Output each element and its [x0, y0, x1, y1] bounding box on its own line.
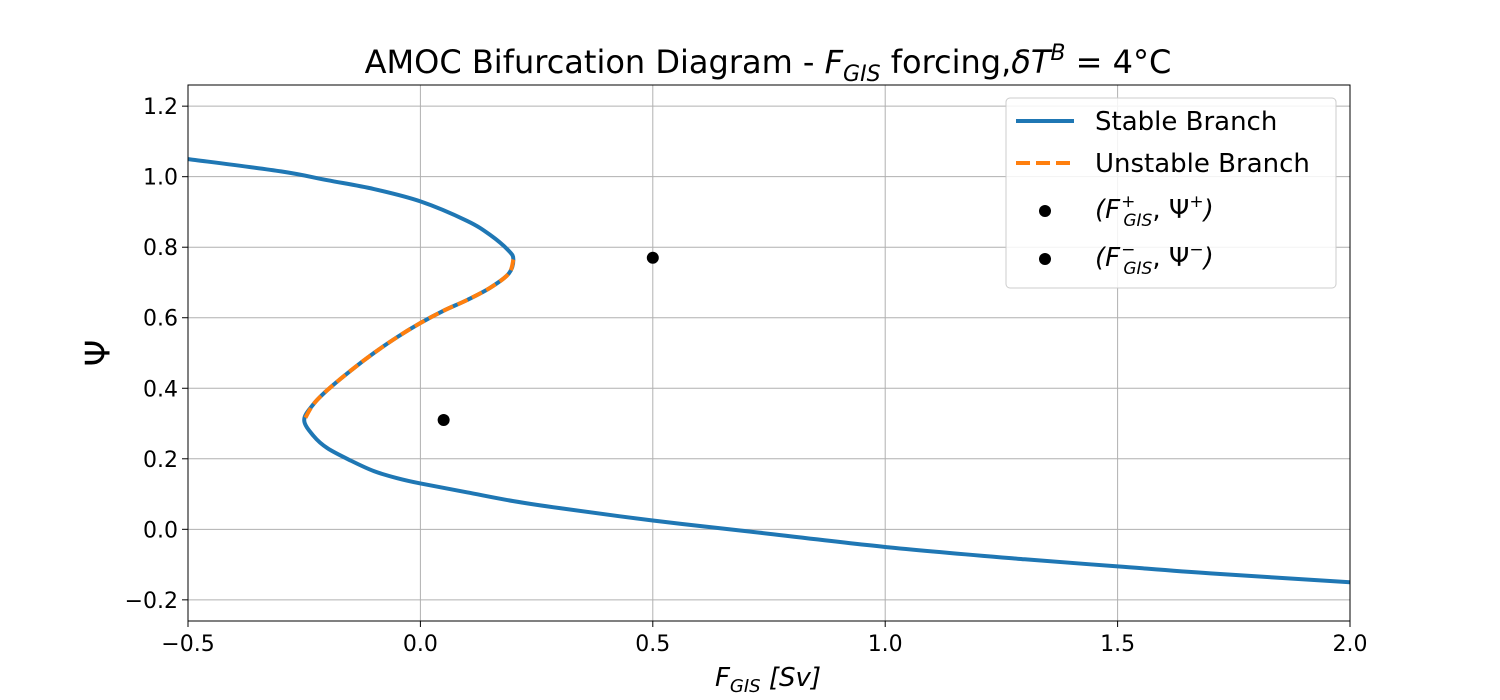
legend-box — [1005, 97, 1337, 289]
xlabel-sub: GIS — [730, 676, 761, 697]
legend-point-minus-label: (F− GIS, Ψ−) — [1095, 240, 1214, 279]
x-tick-label: 0.0 — [403, 632, 438, 657]
x-axis-label: FGIS [Sv] — [715, 663, 821, 697]
x-tick-label: 2.0 — [1333, 632, 1368, 657]
legend-stable-label: Stable Branch — [1095, 107, 1277, 137]
y-tick-label: 1.0 — [143, 166, 178, 191]
title-var-sub: GIS — [843, 62, 881, 87]
y-tick-label: −0.2 — [125, 589, 178, 614]
unstable-branch-line — [302, 258, 516, 422]
legend: Stable Branch Unstable Branch (F+ GIS, Ψ+… — [1005, 97, 1337, 289]
title-equals: = 4°C — [1066, 43, 1172, 81]
points-layer — [437, 251, 659, 426]
chart-title: AMOC Bifurcation Diagram - FGIS forcing,… — [365, 41, 1172, 87]
title-var: F — [825, 43, 844, 81]
plot-frame — [187, 84, 1351, 622]
title-delta: δ — [1011, 43, 1031, 81]
xlabel-var: F — [715, 663, 731, 693]
legend-point-plus-label: (F+ GIS, Ψ+) — [1095, 192, 1214, 231]
legend-minus-psi-sup: − — [1189, 240, 1203, 260]
title-prefix: AMOC Bifurcation Diagram - — [365, 43, 825, 81]
legend-unstable-label: Unstable Branch — [1095, 149, 1310, 179]
y-tick-label: 1.2 — [143, 95, 178, 120]
point-plus-marker — [646, 251, 659, 264]
ticks-layer: −0.5 0.0 0.5 1.0 1.5 2.0 −0.2 0.0 0.2 0.4 0.6 0.8 1.… — [125, 95, 1368, 657]
y-tick-label: 0.4 — [143, 377, 178, 402]
title-middle: forcing, — [881, 43, 1012, 81]
legend-plus-psi-sup: + — [1189, 192, 1203, 212]
legend-plus-var: F — [1105, 195, 1121, 225]
x-tick-label: 1.5 — [1100, 632, 1135, 657]
series-layer — [188, 157, 1350, 585]
legend-point-plus-marker — [1039, 205, 1051, 217]
x-tick-label: 1.0 — [868, 632, 903, 657]
y-tick-label: 0.0 — [143, 518, 178, 543]
title-t: T — [1031, 43, 1053, 81]
y-tick-label: 0.6 — [143, 307, 178, 332]
legend-point-minus-marker — [1039, 253, 1051, 265]
title-t-sup: B — [1050, 41, 1065, 66]
y-axis-label: Ψ — [79, 340, 119, 367]
legend-plus-sup: + — [1121, 192, 1135, 212]
point-minus-marker — [437, 414, 450, 426]
x-tick-label: −0.5 — [161, 632, 214, 657]
legend-plus-psi: Ψ — [1169, 195, 1189, 225]
legend-minus-sup: − — [1121, 240, 1135, 260]
legend-minus-sub: GIS — [1123, 259, 1152, 279]
y-tick-label: 0.2 — [143, 448, 178, 473]
y-tick-label: 0.8 — [143, 236, 178, 261]
xlabel-unit: [Sv] — [761, 663, 821, 693]
legend-minus-psi: Ψ — [1169, 243, 1189, 273]
x-tick-label: 0.5 — [635, 632, 670, 657]
legend-minus-var: F — [1105, 243, 1121, 273]
legend-plus-sub: GIS — [1123, 211, 1152, 231]
